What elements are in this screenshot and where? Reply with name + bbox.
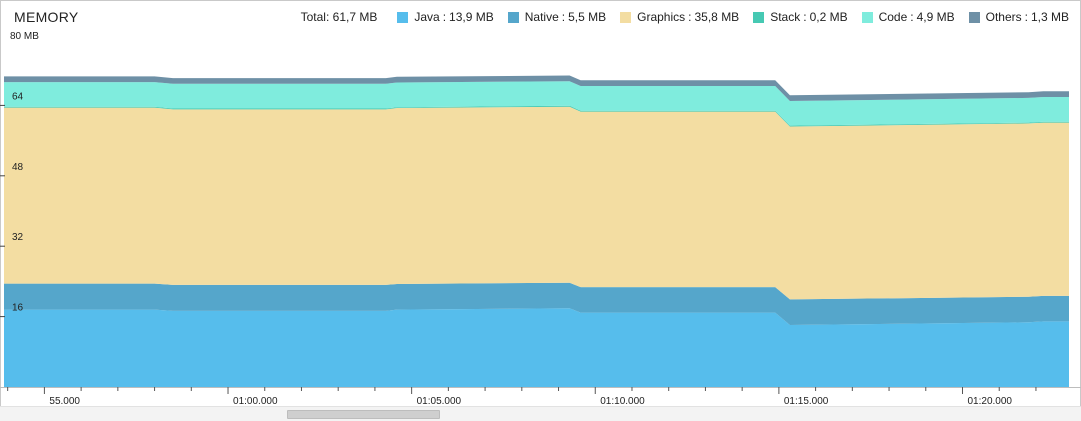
area-java xyxy=(4,308,1069,387)
x-tick-label: 55.000 xyxy=(49,396,80,407)
y-tick-label: 16 xyxy=(12,303,24,314)
area-code xyxy=(4,81,1069,126)
legend: Total: 61,7 MB Java:13,9 MB Native:5,5 M… xyxy=(301,10,1069,24)
legend-swatch-graphics xyxy=(620,11,632,23)
legend-label-stack: Stack xyxy=(770,10,801,24)
legend-total: Total: 61,7 MB xyxy=(301,10,378,24)
y-tick-label: 64 xyxy=(12,91,24,102)
area-others xyxy=(4,75,1069,101)
chart-areas xyxy=(4,75,1069,387)
legend-item-others: Others:1,3 MB xyxy=(968,10,1069,24)
legend-value-graphics: 35,8 MB xyxy=(694,10,740,24)
timeline-scrollbar[interactable] xyxy=(0,406,1081,421)
legend-label-native: Native xyxy=(524,10,559,24)
legend-swatch-java xyxy=(397,11,409,23)
legend-value-native: 5,5 MB xyxy=(568,10,607,24)
x-tick-label: 01:05.000 xyxy=(417,396,462,407)
legend-swatch-others xyxy=(968,11,980,23)
legend-item-stack: Stack:0,2 MB xyxy=(753,10,848,24)
legend-swatch-code xyxy=(861,11,873,23)
legend-label-java: Java xyxy=(414,10,440,24)
legend-total-label: Total: xyxy=(300,10,330,24)
legend-item-java: Java:13,9 MB xyxy=(397,10,494,24)
x-tick-label: 01:00.000 xyxy=(233,396,278,407)
legend-label-graphics: Graphics xyxy=(637,10,686,24)
legend-label-code: Code xyxy=(878,10,908,24)
legend-swatch-stack xyxy=(753,11,765,23)
legend-value-others: 1,3 MB xyxy=(1030,10,1069,24)
timeline-scrollbar-thumb[interactable] xyxy=(287,410,440,419)
panel-title: MEMORY xyxy=(14,9,79,25)
x-tick-label: 01:10.000 xyxy=(600,396,645,407)
x-tick-label: 01:20.000 xyxy=(968,396,1013,407)
legend-item-code: Code:4,9 MB xyxy=(861,10,955,24)
area-native xyxy=(4,282,1069,325)
legend-item-native: Native:5,5 MB xyxy=(507,10,607,24)
y-tick-label: 48 xyxy=(12,162,24,173)
legend-item-graphics: Graphics:35,8 MB xyxy=(620,10,739,24)
legend-label-others: Others xyxy=(985,10,1022,24)
area-graphics xyxy=(4,106,1069,300)
legend-value-code: 4,9 MB xyxy=(916,10,955,24)
x-axis: 55.000 01:00.000 01:05.000 01:10.000 01:15.0… xyxy=(0,387,1081,407)
y-axis-unit-label: 80 MB xyxy=(10,31,39,42)
x-tick-label: 01:15.000 xyxy=(784,396,829,407)
legend-total-value: 61,7 MB xyxy=(332,10,378,24)
legend-swatch-native xyxy=(507,11,519,23)
y-tick-label: 32 xyxy=(12,232,24,243)
legend-value-java: 13,9 MB xyxy=(449,10,494,24)
y-axis: 80 MB 16 32 48 64 xyxy=(0,31,39,318)
legend-value-stack: 0,2 MB xyxy=(809,10,848,24)
